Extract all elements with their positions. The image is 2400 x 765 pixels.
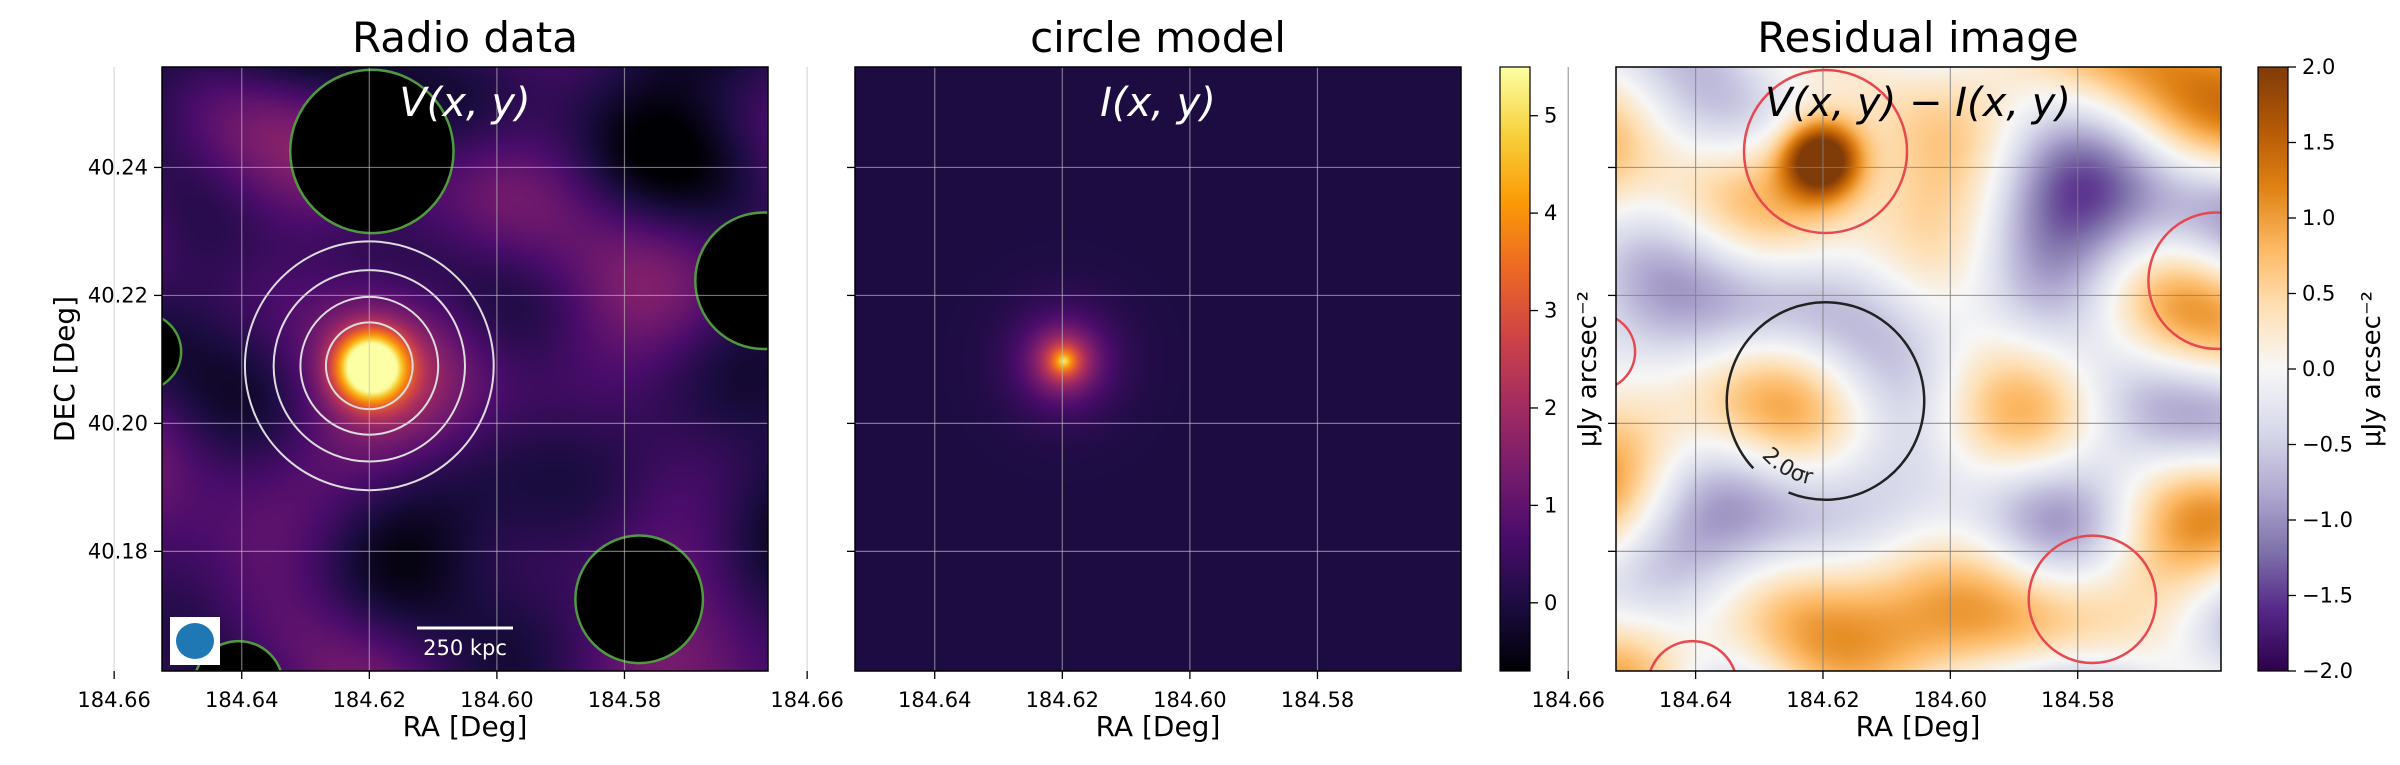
plot-area: V(x, y) 250 kpc — [113, 66, 769, 672]
x-axis-label: RA [Deg] — [1856, 710, 1981, 743]
sigma-contour — [1725, 301, 1926, 501]
panel-title: Radio data — [352, 13, 578, 62]
x-tick-label: 184.60 — [1914, 688, 1987, 712]
plot-area: I(x, y) — [806, 66, 1462, 672]
exclusion-circle — [162, 317, 183, 387]
colorbar-tick-label: 4 — [1544, 201, 1557, 225]
axis-ticks: 184.66 184.64 184.62 184.60 184.58 — [770, 166, 1354, 712]
beam-indicator — [170, 617, 220, 665]
colorbar-tick-label: 3 — [1544, 299, 1557, 323]
colorbar-ticks: −2.0 −1.5 −1.0 −0.5 0.0 0.5 1.0 1.5 2.0 — [2288, 55, 2353, 683]
y-tick-label: 40.20 — [88, 411, 148, 435]
exclusion-circle — [1649, 639, 1736, 671]
colorbar-tick-label: −0.5 — [2302, 433, 2353, 457]
beam-ellipse-icon — [176, 623, 214, 659]
exclusion-regions — [1616, 68, 2221, 671]
exclusion-circle — [694, 211, 768, 351]
exclusion-circle — [1742, 68, 1909, 235]
scalebar: 250 kpc — [417, 626, 513, 660]
x-tick-label: 184.58 — [588, 688, 661, 712]
panel-radio-data: Radio data V(x, y) 250 kpc 184.66 184.64 1… — [48, 13, 769, 743]
overlay-label: I(x, y) — [1100, 80, 1216, 126]
grid — [806, 67, 1461, 671]
colorbar-label: μJy arcsec⁻² — [2357, 291, 2387, 447]
colorbar-label: μJy arcsec⁻² — [1573, 291, 1603, 447]
x-axis-label: RA [Deg] — [1096, 710, 1221, 743]
exclusion-circle — [574, 534, 705, 665]
x-tick-label: 184.64 — [205, 688, 278, 712]
colorbar-tick-label: −1.5 — [2302, 584, 2353, 608]
colorbar-tick-label: 2.0 — [2302, 55, 2335, 79]
colorbar-tick-label: 1 — [1544, 493, 1557, 517]
colorbar-tick-label: 1.5 — [2302, 131, 2335, 155]
y-tick-label: 40.18 — [88, 539, 148, 563]
x-tick-label: 184.64 — [898, 688, 971, 712]
colorbar-tick-label: −1.0 — [2302, 508, 2353, 532]
axis-ticks: 184.66 184.64 184.62 184.60 184.58 — [1531, 166, 2114, 712]
exclusion-regions — [162, 68, 768, 671]
exclusion-circle — [288, 68, 455, 235]
colorbar-tick-label: −2.0 — [2302, 659, 2353, 683]
x-tick-label: 184.58 — [1281, 688, 1354, 712]
colorbar-residual: −2.0 −1.5 −1.0 −0.5 0.0 0.5 1.0 1.5 2.0 μJy arcs… — [2257, 55, 2387, 683]
colorbar-model: 0 1 2 3 4 5 μJy arcsec⁻² — [1499, 66, 1603, 672]
y-tick-label: 40.24 — [88, 155, 148, 179]
scalebar-label: 250 kpc — [423, 636, 507, 660]
grid — [1567, 67, 2221, 671]
exclusion-circle — [2147, 211, 2221, 351]
colorbar-tick-label: 2 — [1544, 396, 1557, 420]
x-axis-label: RA [Deg] — [403, 710, 528, 743]
x-tick-label: 184.64 — [1659, 688, 1732, 712]
panel-title: Residual image — [1757, 13, 2079, 62]
axis-ticks: 184.66 184.64 184.62 184.60 184.58 40.24 40.22… — [77, 155, 661, 712]
x-tick-label: 184.62 — [1026, 688, 1099, 712]
exclusion-circle — [1616, 317, 1637, 387]
panel-circle-model: circle model I(x, y) 184.66 184.64 184.62 1… — [770, 13, 1603, 743]
grid — [113, 67, 768, 671]
colorbar-tick-label: 0.0 — [2302, 357, 2335, 381]
exclusion-circle — [2027, 534, 2158, 665]
y-axis-label: DEC [Deg] — [48, 296, 81, 442]
overlay-label: V(x, y) − I(x, y) — [1765, 80, 2071, 126]
x-tick-label: 184.62 — [1786, 688, 1859, 712]
colorbar-tick-label: 5 — [1544, 104, 1557, 128]
colorbar-tick-label: 0 — [1544, 591, 1557, 615]
colorbar-ticks: 0 1 2 3 4 5 — [1530, 104, 1557, 615]
overlay-label: V(x, y) — [399, 80, 530, 126]
panel-title: circle model — [1030, 13, 1286, 62]
model-image — [855, 67, 1461, 671]
colorbar-tick-label: 0.5 — [2302, 282, 2335, 306]
x-tick-label: 184.60 — [460, 688, 533, 712]
colorbar-tick-label: 1.0 — [2302, 206, 2335, 230]
x-tick-label: 184.62 — [333, 688, 406, 712]
x-tick-label: 184.66 — [77, 688, 150, 712]
x-tick-label: 184.66 — [1531, 688, 1604, 712]
y-tick-label: 40.22 — [88, 283, 148, 307]
x-tick-label: 184.58 — [2041, 688, 2114, 712]
x-tick-label: 184.60 — [1153, 688, 1226, 712]
x-tick-label: 184.66 — [770, 688, 843, 712]
